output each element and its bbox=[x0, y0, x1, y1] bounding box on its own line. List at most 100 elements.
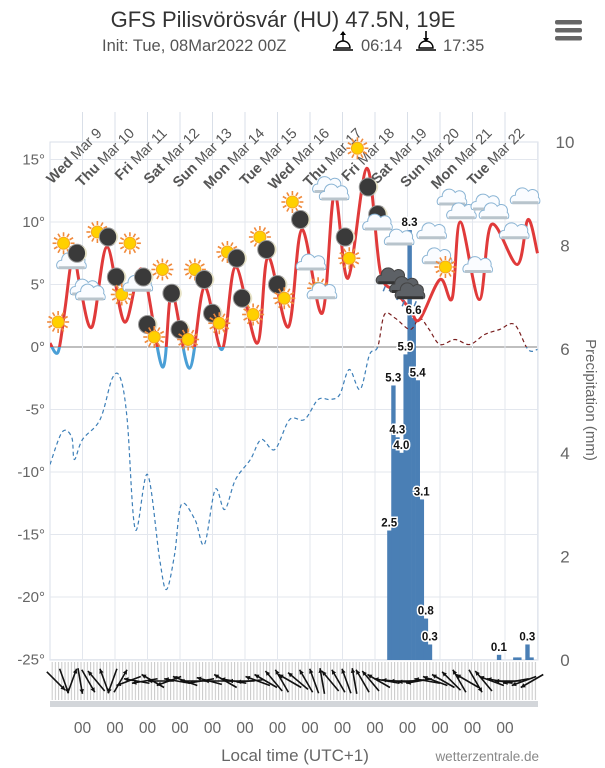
wind-arrow bbox=[355, 669, 370, 693]
moon-crescent bbox=[145, 269, 154, 285]
x-tick-label: 00 bbox=[236, 720, 254, 737]
sun-ray bbox=[152, 272, 157, 276]
sun-ray bbox=[262, 227, 267, 232]
wind-arrow bbox=[81, 669, 96, 693]
wind-head bbox=[373, 677, 379, 682]
sun-disc bbox=[212, 316, 226, 330]
moon-crescent bbox=[79, 245, 88, 262]
sun-ray bbox=[53, 246, 58, 250]
wind-head bbox=[486, 677, 492, 682]
wind-head bbox=[188, 680, 194, 685]
precip-bar bbox=[387, 530, 392, 660]
sun-ray bbox=[222, 313, 226, 318]
y-tick-right: 2 bbox=[560, 547, 569, 566]
rain-drop bbox=[382, 285, 386, 292]
temperature-lines bbox=[50, 166, 539, 591]
wind-head bbox=[220, 677, 226, 682]
wind-arrow bbox=[287, 672, 309, 690]
sun-icon bbox=[281, 191, 304, 213]
wind-head bbox=[172, 675, 178, 681]
cloud-shape bbox=[509, 187, 541, 204]
sun-disc bbox=[277, 291, 291, 305]
sun-ray bbox=[135, 237, 140, 241]
sun-ray bbox=[360, 153, 364, 159]
x-tick-label: 00 bbox=[366, 720, 384, 737]
sun-ray bbox=[178, 342, 183, 346]
hamburger-menu-icon[interactable] bbox=[555, 20, 582, 41]
wind-head bbox=[245, 675, 251, 681]
wind-head bbox=[494, 678, 500, 684]
x-tick-label: 00 bbox=[431, 720, 449, 737]
sun-ray bbox=[246, 304, 251, 309]
precip-label: 0.3 bbox=[422, 631, 438, 643]
wind-arrow bbox=[367, 673, 391, 689]
precip-label: 0.8 bbox=[418, 606, 435, 618]
precip-bar bbox=[496, 654, 502, 660]
wind-head bbox=[131, 680, 137, 685]
wind-arrow bbox=[274, 669, 290, 693]
wind-arrow bbox=[431, 673, 455, 689]
cloud-icon bbox=[416, 222, 447, 240]
wind-head bbox=[122, 669, 128, 675]
sun-ray bbox=[111, 297, 117, 301]
wind-head bbox=[442, 671, 447, 677]
sun-ray bbox=[265, 230, 270, 235]
sun-icon bbox=[434, 256, 457, 278]
sun-ray bbox=[243, 308, 248, 312]
sun-ray bbox=[439, 257, 443, 262]
sunrise-time: 06:14 bbox=[361, 37, 402, 55]
sun-icon bbox=[118, 232, 141, 255]
moon-icon bbox=[106, 267, 127, 287]
y-tick-right: 10 bbox=[556, 133, 575, 152]
precip-bar bbox=[415, 380, 420, 660]
sun-ray bbox=[48, 324, 53, 329]
cloud-icon bbox=[478, 202, 510, 220]
sun-ray bbox=[287, 303, 291, 309]
cloud-icon bbox=[436, 188, 468, 206]
sun-ray bbox=[308, 282, 313, 286]
wind-arrow bbox=[468, 669, 483, 693]
sun-ray bbox=[127, 297, 132, 301]
sun-ray bbox=[100, 222, 104, 227]
y-tick-left: -25° bbox=[17, 652, 45, 669]
wind-arrow bbox=[213, 673, 238, 689]
wind-arrow bbox=[341, 668, 352, 694]
wind-head bbox=[196, 676, 202, 681]
sun-ray bbox=[60, 312, 65, 317]
y-tick-right: 8 bbox=[560, 237, 569, 256]
sun-ray bbox=[253, 242, 258, 247]
sun-ray bbox=[221, 242, 225, 247]
sun-ray bbox=[287, 288, 291, 293]
precipitation-labels: 2.5 5.3 4.3 4.0 5.9 8.3 6.6 5.4 3.1 0.8 0.3 0.1 0.3 bbox=[380, 216, 537, 656]
sun-icon bbox=[151, 258, 174, 281]
precip-label: 8.3 bbox=[402, 217, 418, 229]
sun-ray bbox=[222, 328, 226, 334]
wind-arrow bbox=[107, 668, 118, 694]
cloud-shape bbox=[318, 183, 350, 200]
cloud-base bbox=[298, 267, 325, 271]
wind-head bbox=[479, 675, 485, 681]
sun-ray bbox=[178, 333, 183, 337]
wind-head bbox=[381, 677, 387, 683]
cloud-base bbox=[512, 201, 539, 205]
moon-icon bbox=[133, 267, 154, 287]
sun-ray bbox=[451, 260, 456, 265]
wind-head bbox=[72, 668, 78, 674]
sun-disc bbox=[246, 308, 260, 321]
sun-icon bbox=[110, 283, 133, 306]
sun-ray bbox=[343, 263, 347, 269]
credit-link[interactable]: wetterzentrale.de bbox=[434, 749, 539, 764]
sun-ray bbox=[87, 225, 92, 230]
precip-label: 2.5 bbox=[381, 518, 398, 530]
wind-arrow bbox=[123, 677, 150, 685]
cloud-shape bbox=[75, 283, 106, 300]
sun-ray bbox=[320, 278, 325, 283]
sun-ray bbox=[157, 342, 161, 347]
wind-arrow bbox=[113, 669, 128, 693]
cloud-shape bbox=[295, 253, 327, 270]
wind-head bbox=[116, 681, 122, 687]
sunrise-icon bbox=[333, 31, 353, 51]
wind-head bbox=[214, 674, 220, 679]
precip-bar bbox=[529, 657, 534, 660]
sun-icon bbox=[273, 287, 296, 310]
